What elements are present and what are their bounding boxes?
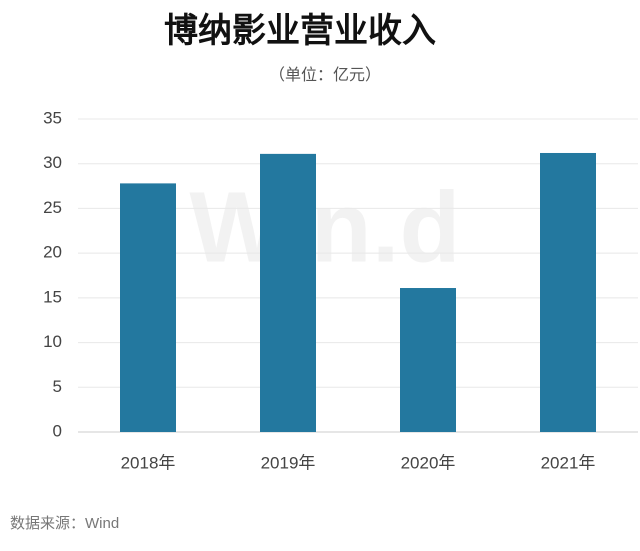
y-tick-label: 10 [43,332,62,351]
y-tick-label: 35 [43,108,62,127]
x-tick-label: 2019年 [261,453,316,472]
y-tick-label: 25 [43,198,62,217]
bar [540,152,596,433]
chart-subtitle: （单位：亿元） [269,66,381,84]
bar [120,183,176,432]
y-tick-label: 30 [43,153,62,172]
y-tick-label: 5 [53,377,62,396]
x-tick-label: 2021年 [541,453,596,472]
source-note: 数据来源：Wind [10,515,119,532]
y-tick-label: 0 [53,421,62,440]
y-tick-label: 15 [43,287,62,306]
bar [400,288,456,432]
bar [260,153,316,432]
watermark: Win.d [189,171,460,283]
y-tick-label: 20 [43,243,62,262]
x-tick-label: 2018年 [121,453,176,472]
chart-title: 博纳影业营业收入 [164,12,436,50]
x-tick-label: 2020年 [401,453,456,472]
